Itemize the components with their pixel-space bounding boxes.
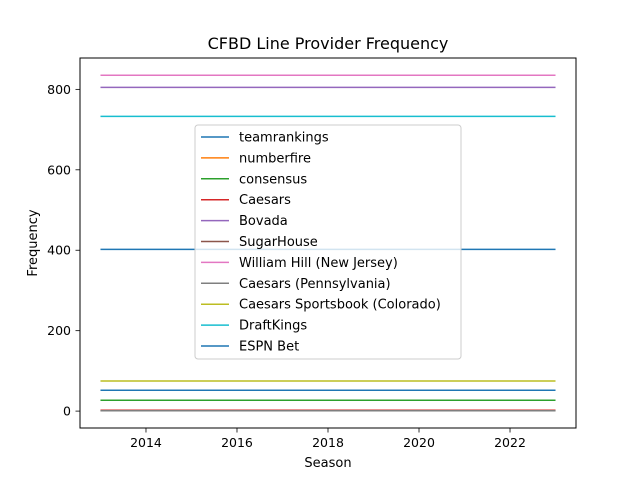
y-tick-label-1: 200 bbox=[47, 323, 71, 338]
x-tick-label-1: 2016 bbox=[221, 435, 253, 450]
y-tick-label-3: 600 bbox=[47, 162, 71, 177]
legend-label-8: Caesars Sportsbook (Colorado) bbox=[239, 298, 441, 313]
legend: teamrankings numberfire consensus Caesars Bo… bbox=[194, 124, 462, 360]
x-tick-label-3: 2020 bbox=[403, 435, 435, 450]
legend-label-10: ESPN Bet bbox=[239, 340, 299, 355]
legend-label-6: William Hill (New Jersey) bbox=[239, 256, 398, 271]
legend-box bbox=[194, 124, 462, 360]
legend-label-0: teamrankings bbox=[239, 131, 329, 146]
y-tick-label-2: 400 bbox=[47, 243, 71, 258]
legend-label-1: numberfire bbox=[239, 151, 311, 166]
x-axis: 2014 2016 2018 2020 2022 bbox=[130, 428, 526, 450]
y-tick-label-0: 0 bbox=[63, 404, 71, 419]
legend-label-5: SugarHouse bbox=[239, 235, 318, 250]
chart-title: CFBD Line Provider Frequency bbox=[208, 34, 449, 53]
x-tick-label-4: 2022 bbox=[494, 435, 526, 450]
y-axis-title: Frequency bbox=[26, 209, 41, 276]
x-axis-title: Season bbox=[304, 456, 351, 471]
legend-label-2: consensus bbox=[239, 172, 307, 187]
x-tick-label-2: 2018 bbox=[312, 435, 344, 450]
plot-lines bbox=[100, 74, 556, 412]
y-tick-label-4: 800 bbox=[47, 82, 71, 97]
legend-label-9: DraftKings bbox=[239, 319, 307, 334]
legend-label-4: Bovada bbox=[239, 214, 288, 229]
x-tick-label-0: 2014 bbox=[130, 435, 162, 450]
legend-label-7: Caesars (Pennsylvania) bbox=[239, 277, 391, 292]
legend-label-3: Caesars bbox=[239, 193, 291, 208]
y-axis: 0 200 400 600 800 bbox=[47, 82, 80, 419]
